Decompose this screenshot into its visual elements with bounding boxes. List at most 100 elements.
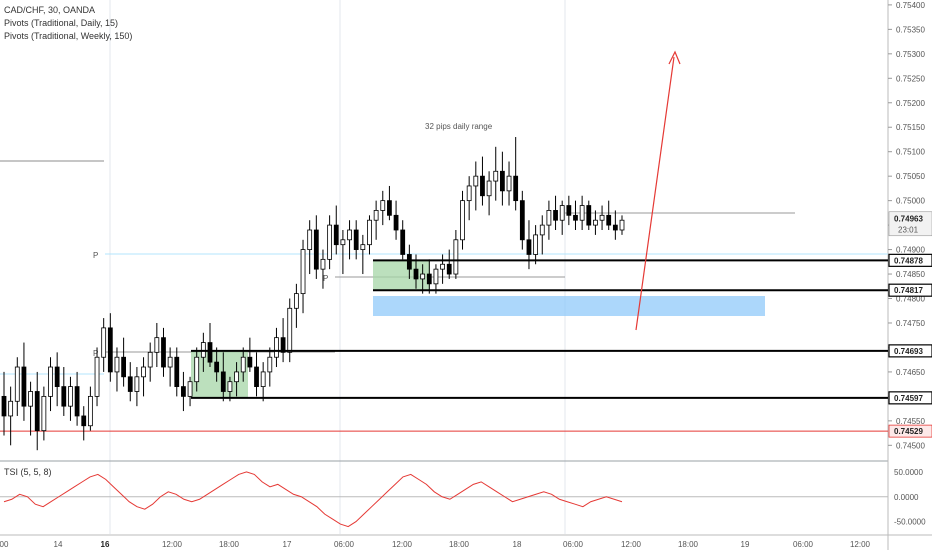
time-tick-label: 18:00 [219,540,240,549]
candle-body [121,356,127,378]
candle-body [340,239,346,246]
price-level-label: 0.74529 [894,427,923,436]
price-level-box [888,253,932,267]
candle-body [61,386,67,407]
price-level-label: 0.74693 [894,347,923,356]
time-tick-label: 06:00 [793,540,814,549]
price-tick-label: 0.74750 [896,319,925,328]
candle-body [81,415,87,427]
candle-body [94,356,100,397]
candle-body [48,366,53,397]
candle-body [493,170,499,182]
candle-body [612,224,618,231]
tsi-tick-label: 0.0000 [894,493,919,502]
price-level-box [888,344,932,358]
candle-body [579,205,585,221]
candle-body [101,327,107,358]
price-level-label: 0.74597 [894,394,923,403]
candle-body [254,366,259,387]
candle-body [247,356,253,368]
price-level-box [888,424,932,438]
price-level-label: 0.74878 [894,256,923,265]
candle-body [486,180,492,197]
projection-arrow-head [668,50,681,65]
candle-body [619,219,625,231]
candle-body [74,386,80,417]
candle-body [161,337,166,368]
tsi-tick-label: 50.0000 [894,468,923,477]
time-tick-label: 00 [0,540,9,549]
candle-body [267,356,273,373]
candle-body [553,210,558,221]
candle-body [34,391,40,432]
candle-body [320,258,326,270]
price-tick-label: 0.74850 [896,270,925,279]
candle-body [406,254,412,270]
time-tick-label: 12:00 [850,540,871,549]
candle-body [413,268,419,280]
pivot-label: P [323,274,328,283]
time-tick-label: 16 [101,540,110,549]
target-zone [373,296,765,316]
candle-body [426,273,432,285]
candle-body [274,337,279,358]
price-tick-label: 0.75250 [896,74,925,83]
tsi-tick-label: -50.0000 [894,518,926,527]
candle-body [234,371,239,383]
candle-body [593,219,598,226]
price-tick-label: 0.74800 [896,295,925,304]
candle-body [420,273,426,280]
time-tick-label: 18:00 [678,540,699,549]
candle-body [214,361,220,373]
candle-body [287,307,293,353]
price-tick-label: 0.75350 [896,25,925,34]
time-tick-label: 12:00 [162,540,183,549]
candle-body [387,200,392,216]
candle-body [187,381,193,397]
price-tick-label: 0.75100 [896,148,925,157]
candle-body [207,342,213,363]
candle-body [539,224,545,236]
candle-body [460,200,465,241]
candle-body [546,210,552,226]
candle-body [167,356,173,368]
candle-body [220,371,226,392]
demand-zone-1 [191,350,248,398]
candle-body [573,214,578,221]
candle-body [300,249,306,295]
tsi-line [3,471,623,528]
candle-body [400,229,406,255]
candle-body [566,205,572,216]
price-tick-label: 0.75200 [896,99,925,108]
countdown-label: 23:01 [898,226,919,235]
legend-pivots-daily: Pivots (Traditional, Daily, 15) [4,18,119,28]
candle-body [194,356,200,383]
candle-body [367,219,372,246]
candle-body [307,229,313,250]
candle-body [360,244,366,250]
candle-body [54,366,60,387]
time-tick-label: 06:00 [334,540,355,549]
candle-body [68,386,73,407]
current-price-label: 0.74963 [894,215,923,224]
candle-body [141,366,146,378]
price-level-box [888,283,932,297]
candle-body [519,200,525,241]
candle-body [333,224,339,246]
pivot-label: P [93,251,98,260]
candle-body [127,376,133,392]
price-tick-label: 0.75000 [896,197,925,206]
candle-body [147,351,153,368]
candle-body [114,356,120,373]
candle-body [87,395,93,427]
candle-body [227,381,233,392]
candle-body [466,185,472,202]
candle-body [559,205,565,221]
candle-body [433,268,439,285]
candle-body [14,366,20,402]
price-tick-label: 0.74550 [896,417,925,426]
time-tick-label: 18 [513,540,522,549]
candle-body [280,337,286,353]
candle-body [134,376,140,392]
